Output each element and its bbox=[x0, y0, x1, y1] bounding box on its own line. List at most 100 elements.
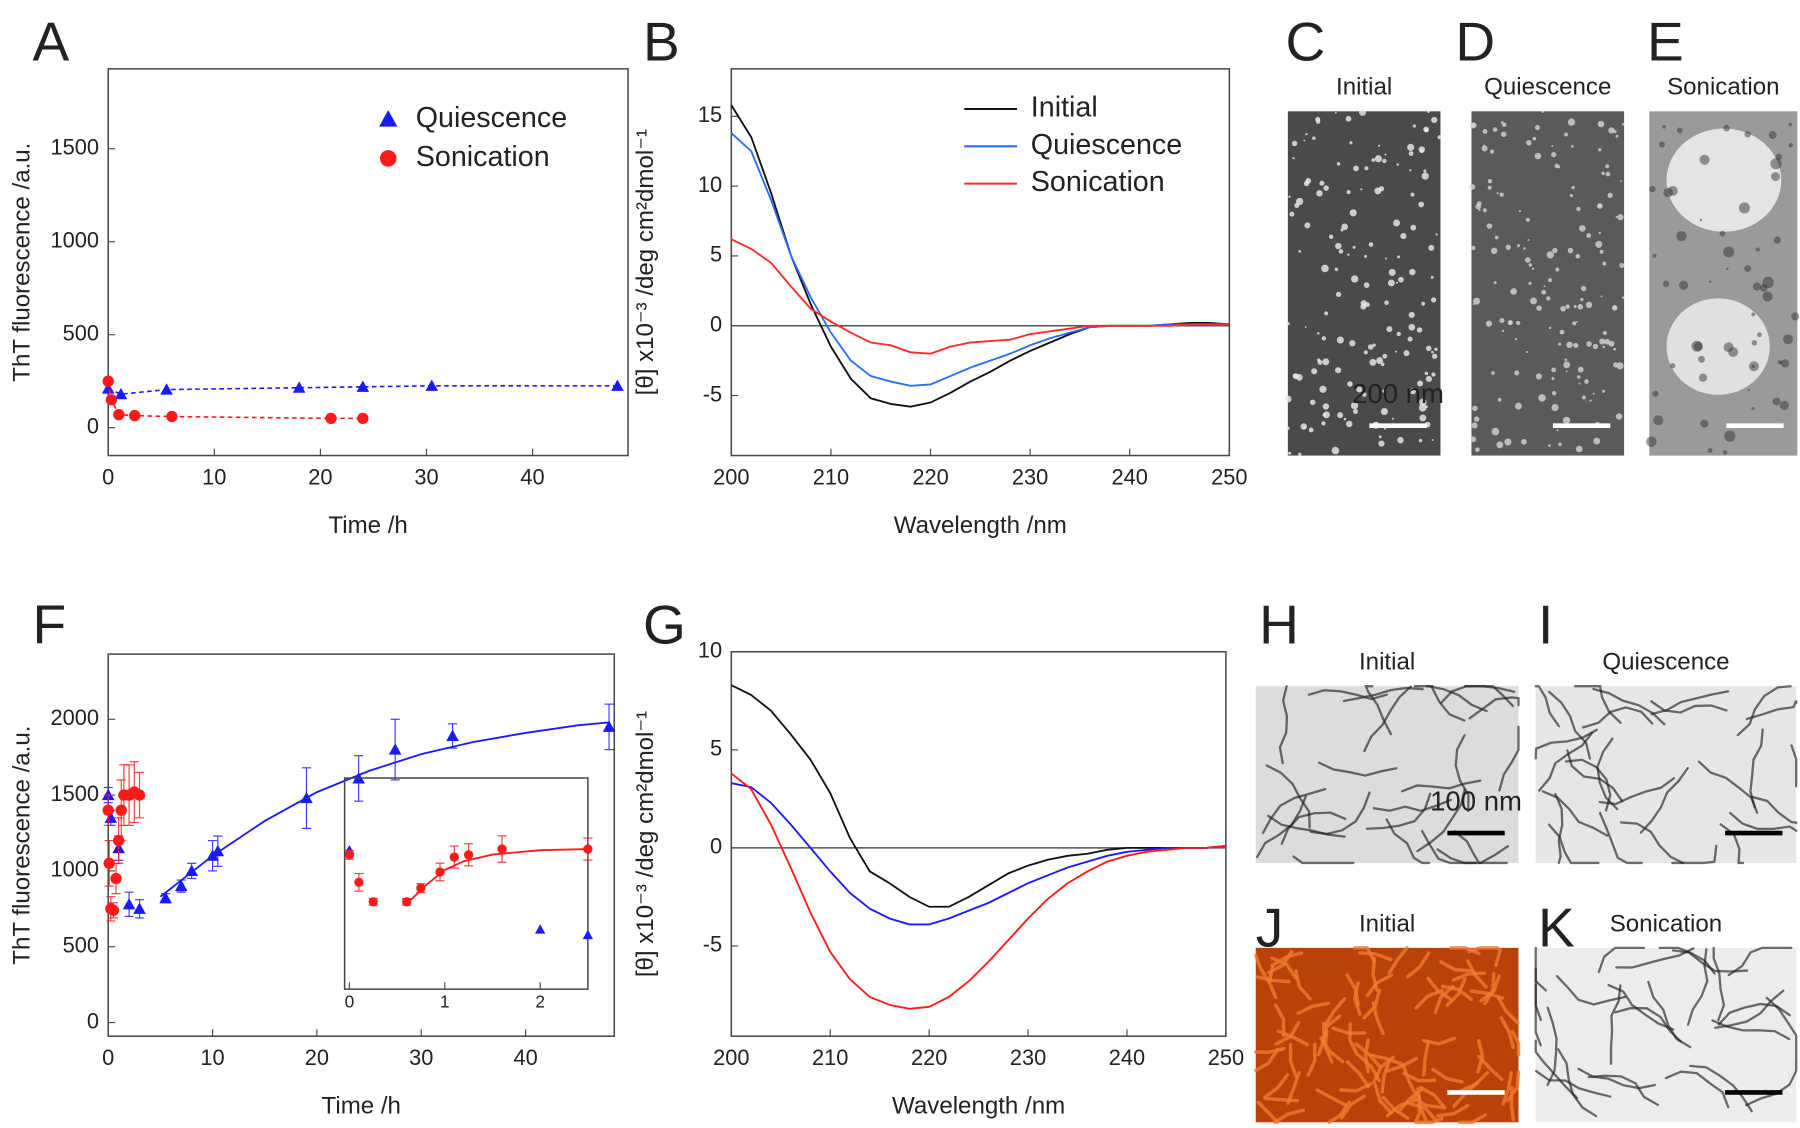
fibril bbox=[1729, 811, 1798, 832]
particle bbox=[1338, 249, 1344, 254]
particle bbox=[1380, 408, 1388, 416]
particle bbox=[1421, 172, 1429, 180]
particle bbox=[1321, 421, 1326, 426]
particle bbox=[1676, 127, 1683, 134]
fibril bbox=[1483, 972, 1496, 1006]
fibril bbox=[1534, 1069, 1612, 1098]
particle bbox=[1309, 399, 1316, 406]
particle bbox=[1303, 181, 1310, 187]
plot-frame bbox=[107, 653, 616, 1037]
x-tick-label: 220 bbox=[912, 464, 948, 489]
particle bbox=[1586, 233, 1592, 238]
fibril bbox=[1510, 1029, 1521, 1057]
particle bbox=[1565, 304, 1570, 309]
fibril bbox=[1262, 1073, 1290, 1100]
particle bbox=[1658, 141, 1665, 148]
particle bbox=[1407, 336, 1413, 342]
particle bbox=[1393, 219, 1400, 227]
particle bbox=[1608, 127, 1615, 134]
particle bbox=[1722, 450, 1728, 455]
particle bbox=[1615, 413, 1623, 420]
particle bbox=[1517, 244, 1521, 248]
micrograph-title: Initial bbox=[1359, 649, 1415, 676]
particle bbox=[1510, 288, 1517, 295]
fibril bbox=[1745, 700, 1798, 721]
micrograph-title: Initial bbox=[1336, 74, 1392, 101]
particle bbox=[1492, 127, 1498, 132]
x-tick-label: 40 bbox=[513, 1045, 537, 1070]
fibril bbox=[1362, 988, 1382, 1020]
particle bbox=[1478, 208, 1481, 211]
particle bbox=[1744, 131, 1751, 138]
particle bbox=[1335, 242, 1342, 250]
particle bbox=[1546, 251, 1555, 259]
particle bbox=[1615, 215, 1618, 218]
marker bbox=[368, 897, 378, 907]
fibril bbox=[1345, 1060, 1370, 1089]
particle bbox=[1409, 268, 1416, 276]
particle bbox=[1617, 214, 1624, 221]
fibril bbox=[1426, 976, 1454, 1002]
fibril bbox=[1405, 951, 1431, 979]
particle bbox=[1396, 163, 1399, 166]
particle bbox=[1349, 141, 1353, 145]
particle bbox=[1552, 247, 1558, 254]
fibril bbox=[1273, 1108, 1306, 1124]
particle bbox=[1563, 361, 1571, 369]
x-tick-label: 240 bbox=[1109, 1045, 1145, 1070]
particle bbox=[1482, 144, 1485, 147]
panel-letter: K bbox=[1538, 896, 1575, 958]
particle bbox=[1341, 223, 1348, 231]
fibril bbox=[1596, 737, 1619, 811]
particle bbox=[1577, 366, 1584, 373]
legend-label: Quiescence bbox=[1031, 129, 1182, 161]
micrograph-title: Quiescence bbox=[1602, 649, 1729, 676]
fibril bbox=[1317, 761, 1398, 777]
particle bbox=[1580, 285, 1587, 292]
fibril bbox=[1498, 725, 1520, 792]
plot-frame bbox=[730, 68, 1231, 457]
panel-letter: C bbox=[1286, 10, 1326, 72]
particle bbox=[1491, 427, 1500, 436]
particle bbox=[1497, 397, 1502, 402]
particle bbox=[1427, 110, 1430, 114]
particle bbox=[1386, 326, 1393, 333]
marker bbox=[300, 791, 313, 804]
particle bbox=[1598, 148, 1602, 152]
particle bbox=[1423, 169, 1427, 173]
particle bbox=[1423, 126, 1429, 133]
panel-letter: H bbox=[1259, 593, 1299, 655]
particle bbox=[1490, 247, 1498, 255]
particle bbox=[1620, 180, 1623, 183]
marker bbox=[103, 857, 115, 870]
fibril bbox=[1463, 685, 1515, 708]
particle bbox=[1472, 303, 1475, 305]
marker bbox=[583, 844, 593, 854]
fibril bbox=[1689, 1064, 1753, 1113]
fibril bbox=[1615, 947, 1695, 969]
fibril bbox=[1385, 818, 1431, 865]
micrograph-background bbox=[1535, 686, 1797, 863]
fibril bbox=[1598, 811, 1643, 865]
particle bbox=[1551, 152, 1557, 158]
particle bbox=[1551, 144, 1554, 148]
marker bbox=[174, 879, 188, 892]
particle bbox=[1295, 197, 1304, 206]
y-tick-label: 10 bbox=[698, 638, 722, 663]
fibril bbox=[1750, 795, 1798, 825]
particle bbox=[1691, 340, 1703, 352]
particle bbox=[1493, 281, 1497, 285]
marker bbox=[122, 897, 136, 910]
fibril bbox=[1534, 1039, 1579, 1100]
y-tick-label: 500 bbox=[63, 320, 99, 345]
fibril bbox=[1712, 946, 1726, 1022]
fibril bbox=[1790, 744, 1798, 788]
marker bbox=[166, 410, 178, 423]
fibril bbox=[1263, 1096, 1300, 1103]
fibril bbox=[1467, 946, 1497, 954]
marker bbox=[446, 729, 459, 742]
particle bbox=[1546, 296, 1551, 301]
particle bbox=[1378, 144, 1381, 147]
fibril bbox=[1671, 844, 1718, 865]
particle bbox=[1286, 322, 1290, 326]
